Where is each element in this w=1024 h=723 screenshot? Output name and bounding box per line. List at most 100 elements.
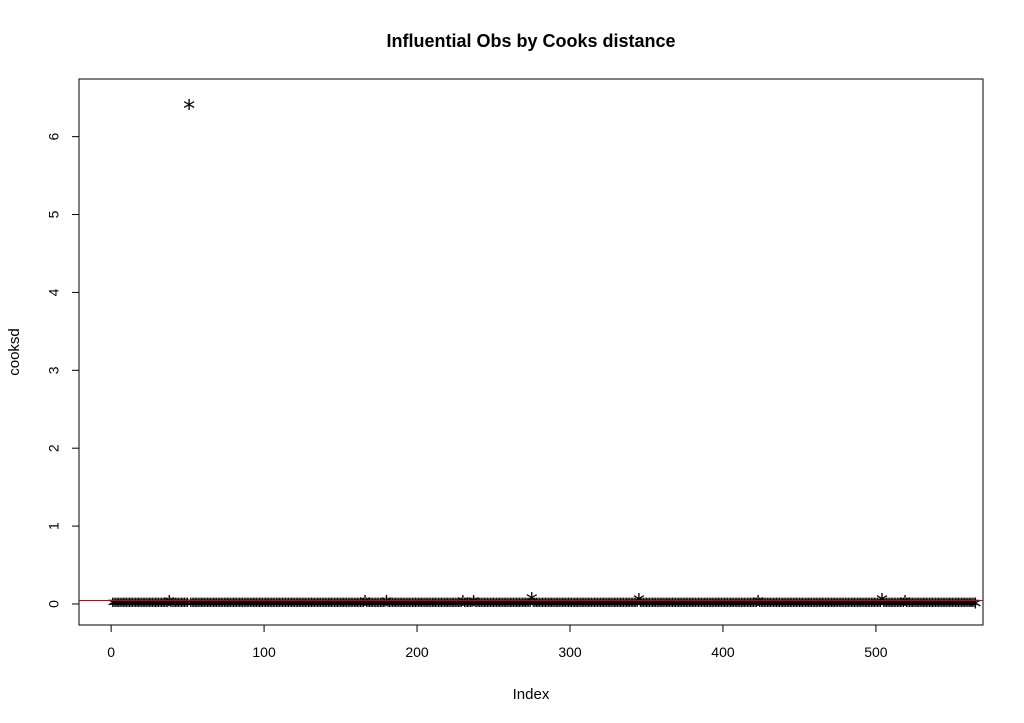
data-point: * [664,594,674,618]
data-point: * [343,594,353,618]
data-point: * [600,594,610,618]
data-point: * [701,594,711,618]
y-tick-label: 4 [46,288,62,296]
data-point: * [548,594,558,618]
data-point: * [124,594,134,618]
data-point: * [490,594,500,618]
data-point: * [450,594,460,618]
data-point: * [724,594,734,618]
data-point: * [308,594,318,618]
data-point: * [284,594,294,618]
data-point: * [276,594,286,618]
data-point: * [577,594,587,618]
data-point: * [485,594,495,618]
data-point: * [932,594,942,618]
data-point: * [879,594,889,618]
data-point: * [655,594,665,618]
data-point: * [447,594,457,618]
data-point: * [791,594,801,618]
data-point: * [262,594,272,618]
data-point: * [863,594,873,618]
data-point: * [646,594,656,618]
data-point: * [507,594,517,618]
data-point: * [749,594,759,618]
data-point: * [383,594,393,618]
data-point: * [684,594,694,618]
data-point: * [773,594,783,618]
data-point: * [380,594,390,618]
data-point: * [155,594,165,618]
data-point: * [738,594,748,618]
data-point: * [180,594,190,618]
data-point: * [463,594,473,618]
data-point: * [779,594,789,618]
data-point: * [259,594,269,618]
data-point: * [459,594,469,618]
data-point: * [892,594,902,618]
data-point: * [146,594,156,618]
data-point: * [135,594,145,618]
data-point: * [499,594,509,618]
data-point: * [735,594,745,618]
data-point: * [385,594,395,618]
data-point: * [421,594,431,618]
data-point: * [440,594,450,618]
data-point: * [834,594,844,618]
data-point: * [280,594,290,618]
data-point: * [357,594,367,618]
data-point: * [368,594,378,618]
data-point: * [603,594,613,618]
data-point: * [848,594,858,618]
data-point: * [638,594,648,618]
data-point: * [891,594,901,618]
data-point: * [707,594,717,618]
data-point: * [788,594,798,618]
data-point: * [729,594,739,618]
data-point: * [629,594,639,618]
data-point: * [943,594,953,618]
data-point: * [573,594,583,618]
data-point: * [747,594,757,618]
data-point: * [556,594,566,618]
data-point: * [310,594,320,618]
data-point: * [250,594,260,618]
data-point: * [593,594,603,618]
data-point: * [296,594,306,618]
data-point: * [531,594,541,618]
data-point: * [614,594,624,618]
data-point: * [187,594,197,618]
data-point: * [248,594,258,618]
data-point: * [935,594,945,618]
data-point: * [565,594,575,618]
data-point: * [415,594,425,618]
data-point: * [394,594,404,618]
data-point: * [530,594,540,618]
data-point: * [359,591,371,619]
data-point: * [562,594,572,618]
data-point: * [895,594,905,618]
data-point: * [576,594,586,618]
data-point: * [202,594,212,618]
plot-frame [78,78,984,626]
data-point: * [331,594,341,618]
data-point: * [908,594,918,618]
data-point: * [830,594,840,618]
data-point: * [790,594,800,618]
data-point: * [375,594,385,618]
data-point: * [150,594,160,618]
data-point: * [219,594,229,618]
data-point: * [108,594,118,618]
data-point: * [785,594,795,618]
data-point: * [437,594,447,618]
data-point: * [799,594,809,618]
data-point: * [560,594,570,618]
data-point: * [768,594,778,618]
data-point: * [648,594,658,618]
data-point: * [305,594,315,618]
data-point: * [840,594,850,618]
data-point: * [652,594,662,618]
data-point: * [917,594,927,618]
data-point: * [328,594,338,618]
data-point: * [160,594,170,618]
data-point: * [583,594,593,618]
